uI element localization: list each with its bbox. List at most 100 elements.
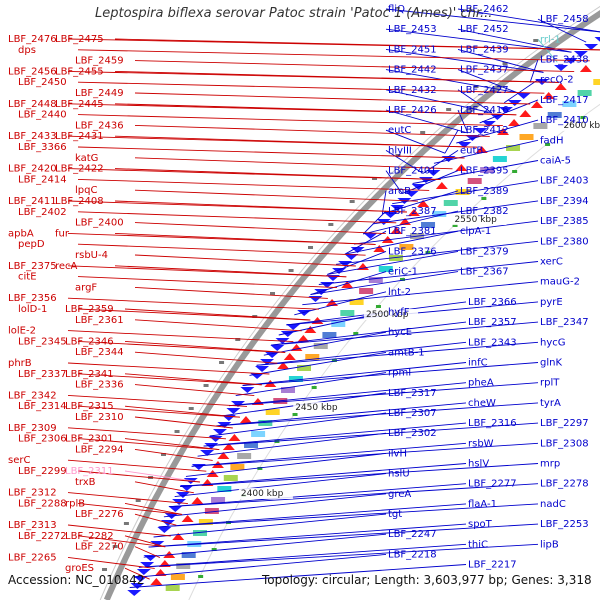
- gene-label-reverse[interactable]: LBF_2445: [55, 99, 104, 110]
- gene-label-reverse[interactable]: LBF_2306: [18, 434, 67, 445]
- gene-label-forward[interactable]: tgt: [388, 509, 402, 520]
- gene-label-reverse[interactable]: LBF_2422: [55, 164, 104, 175]
- gene-label-reverse[interactable]: LBF_2346: [65, 336, 114, 347]
- gene-label-forward[interactable]: LBF_2367: [460, 267, 509, 278]
- gene-label-reverse[interactable]: LBF_2314: [18, 401, 67, 412]
- gene-label-forward[interactable]: amtB-1: [388, 347, 425, 358]
- gene-label-forward[interactable]: LBF_2317: [388, 388, 437, 399]
- gene-label-forward[interactable]: LBF_2412: [460, 125, 509, 136]
- gene-label-forward[interactable]: LBF_2427: [460, 85, 509, 96]
- gene-label-reverse[interactable]: LBF_2344: [75, 347, 124, 358]
- gene-label-reverse[interactable]: LBF_2312: [8, 488, 57, 499]
- gene-label-forward[interactable]: mauG-2: [540, 277, 580, 288]
- gene-label-reverse[interactable]: LBF_2375: [8, 261, 57, 272]
- gene-label-reverse[interactable]: rplB: [65, 498, 85, 509]
- gene-label-reverse[interactable]: LBF_2336: [75, 380, 124, 391]
- gene-label-forward[interactable]: LBF_2452: [460, 24, 509, 35]
- gene-label-forward[interactable]: eriC-1: [388, 267, 418, 278]
- gene-label-forward[interactable]: LBF_2453: [388, 24, 437, 35]
- gene-label-forward[interactable]: LBF_2376: [388, 246, 437, 257]
- gene-label-forward[interactable]: LBF_2297: [540, 418, 589, 429]
- gene-label-reverse[interactable]: LBF_2356: [8, 293, 57, 304]
- gene-label-forward[interactable]: LBF_2437: [460, 65, 509, 76]
- gene-label-forward[interactable]: eutB: [460, 145, 483, 156]
- gene-label-reverse[interactable]: lpqC: [75, 185, 97, 196]
- gene-label-reverse[interactable]: LBF_2359: [65, 304, 114, 315]
- gene-label-forward[interactable]: LBF_2277: [468, 479, 517, 490]
- gene-label-forward[interactable]: LBF_2308: [540, 438, 589, 449]
- gene-label-forward[interactable]: LBF_2394: [540, 196, 589, 207]
- gene-label-forward[interactable]: hlyIII: [388, 145, 412, 156]
- gene-label-forward[interactable]: LBF_2379: [460, 246, 509, 257]
- gene-label-forward[interactable]: flaA-1: [468, 499, 497, 510]
- gene-label-forward[interactable]: hslV: [468, 459, 489, 470]
- gene-label-reverse[interactable]: citE: [18, 272, 37, 283]
- gene-label-reverse[interactable]: LBF_2299: [18, 466, 67, 477]
- gene-label-forward[interactable]: aroB: [388, 186, 411, 197]
- gene-label-reverse[interactable]: LBF_2402: [18, 207, 67, 218]
- gene-label-forward[interactable]: LBF_2401: [388, 166, 437, 177]
- gene-label-forward[interactable]: infC: [468, 358, 488, 369]
- gene-label-reverse[interactable]: LBF_2455: [55, 66, 104, 77]
- gene-label-reverse[interactable]: argF: [75, 282, 97, 293]
- gene-label-reverse[interactable]: LBF_2456: [8, 66, 57, 77]
- gene-label-forward[interactable]: nadC: [540, 499, 566, 510]
- gene-label-forward[interactable]: LBF_2247: [388, 529, 437, 540]
- gene-label-forward[interactable]: greA: [388, 489, 411, 500]
- gene-label-forward[interactable]: pyrE: [540, 297, 563, 308]
- gene-label-reverse[interactable]: LBF_2400: [75, 218, 124, 229]
- gene-label-reverse[interactable]: LBF_2341: [65, 369, 114, 380]
- gene-label-forward[interactable]: LBF_2307: [388, 408, 437, 419]
- gene-label-reverse[interactable]: LBF_2288: [18, 498, 67, 509]
- gene-label-forward[interactable]: eutC: [388, 125, 411, 136]
- gene-label-reverse[interactable]: rsbU-4: [75, 250, 108, 261]
- gene-label-reverse[interactable]: LBF_2337: [18, 369, 67, 380]
- gene-label-forward[interactable]: LBF_2302: [388, 428, 437, 439]
- gene-label-forward[interactable]: pheA: [468, 378, 494, 389]
- gene-label-forward[interactable]: tyrA: [540, 398, 561, 409]
- gene-label-reverse[interactable]: LBF_2431: [55, 131, 104, 142]
- gene-label-reverse[interactable]: lolE-2: [8, 326, 36, 337]
- gene-label-reverse[interactable]: katG: [75, 153, 98, 164]
- gene-label-forward[interactable]: hslU: [388, 469, 410, 480]
- gene-label-forward[interactable]: spoT: [468, 519, 493, 530]
- gene-label-forward[interactable]: LBF_2253: [540, 519, 589, 530]
- gene-label-forward[interactable]: LBF_2426: [388, 105, 437, 116]
- gene-label-forward[interactable]: fadH: [540, 135, 564, 146]
- gene-label-reverse[interactable]: LBF_2301: [65, 434, 114, 445]
- gene-label-forward[interactable]: fliQ: [388, 4, 405, 15]
- gene-label-reverse[interactable]: phrB: [8, 358, 32, 369]
- gene-label-reverse[interactable]: LBF_2310: [75, 412, 124, 423]
- gene-label-forward[interactable]: clpA-1: [460, 226, 491, 237]
- gene-label-reverse[interactable]: lolD-1: [18, 304, 47, 315]
- gene-label-reverse[interactable]: LBF_2450: [18, 77, 67, 88]
- gene-label-forward[interactable]: rsbW: [468, 438, 494, 449]
- gene-label-forward[interactable]: LBF_2380: [540, 236, 589, 247]
- gene-label-reverse[interactable]: LBF_2433: [8, 131, 57, 142]
- gene-label-forward[interactable]: LBF_2381: [388, 226, 437, 237]
- gene-label-reverse[interactable]: LBF_2265: [8, 552, 57, 563]
- gene-label-reverse[interactable]: LBF_2294: [75, 444, 124, 455]
- gene-label-forward[interactable]: LBF_2439: [460, 44, 509, 55]
- gene-label-forward[interactable]: LBF_2218: [388, 549, 437, 560]
- gene-label-forward[interactable]: caiA-5: [540, 156, 571, 167]
- gene-label-forward[interactable]: LBF_2366: [468, 297, 517, 308]
- gene-label-reverse[interactable]: LBF_2449: [75, 88, 124, 99]
- gene-label-reverse[interactable]: LBF_2448: [8, 99, 57, 110]
- gene-label-forward[interactable]: LBF_2416: [460, 105, 509, 116]
- gene-label-forward[interactable]: LBF_2347: [540, 317, 589, 328]
- gene-label-forward[interactable]: LBF_2278: [540, 479, 589, 490]
- gene-label-forward[interactable]: LBF_2389: [460, 186, 509, 197]
- gene-label-forward[interactable]: lnt-2: [388, 287, 411, 298]
- gene-label-forward[interactable]: LBF_2387: [388, 206, 437, 217]
- gene-label-forward[interactable]: hycE: [388, 327, 412, 338]
- gene-label-forward[interactable]: LBF_2417: [540, 95, 589, 106]
- gene-label-forward[interactable]: LBF_2357: [468, 317, 517, 328]
- gene-label-reverse[interactable]: LBF_2476: [8, 34, 57, 45]
- gene-label-reverse[interactable]: dps: [18, 45, 36, 56]
- gene-label-forward[interactable]: LBF_2385: [540, 216, 589, 227]
- gene-label-forward[interactable]: LBF_2432: [388, 85, 437, 96]
- gene-label-reverse[interactable]: groES: [65, 563, 94, 574]
- gene-label-forward[interactable]: LBF_2458: [540, 14, 589, 25]
- gene-label-forward[interactable]: thiC: [468, 539, 488, 550]
